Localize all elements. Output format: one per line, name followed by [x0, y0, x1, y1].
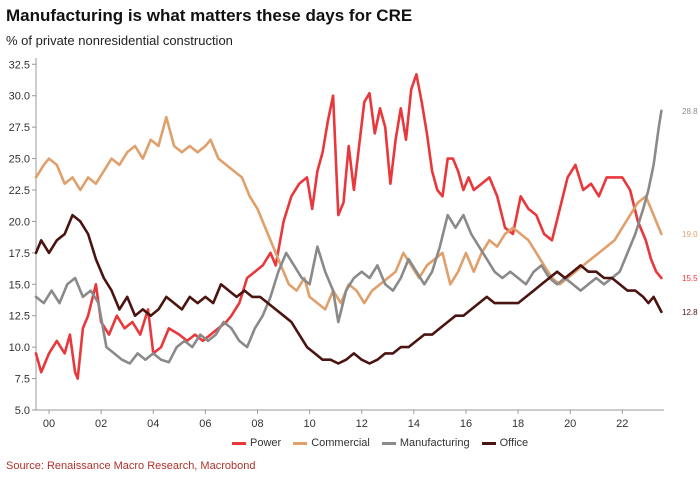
end-label-commercial: 19.0: [682, 230, 698, 239]
y-tick-label: 22.5: [9, 185, 30, 197]
y-tick-label: 27.5: [9, 122, 30, 134]
series-line-power: [34, 73, 663, 380]
x-tick-label: 02: [95, 418, 107, 430]
y-tick-label: 12.5: [9, 311, 30, 323]
end-label-manufacturing: 28.8: [682, 107, 698, 116]
legend-swatch-power: [232, 441, 246, 445]
series-line-manufacturing: [34, 109, 663, 365]
legend-swatch-manufacturing: [381, 441, 396, 445]
x-tick-label: 20: [564, 418, 576, 430]
end-label-power: 15.5: [682, 274, 698, 283]
y-tick-label: 7.5: [15, 374, 30, 386]
x-tick-label: 16: [460, 418, 472, 430]
y-tick-label: 5.0: [15, 405, 30, 417]
y-tick-label: 10.0: [9, 342, 30, 354]
x-tick-label: 00: [43, 418, 55, 430]
legend-swatch-office: [481, 441, 496, 445]
end-label-office: 12.8: [682, 308, 698, 317]
x-tick-label: 22: [616, 418, 628, 430]
legend-label-commercial: Commercial: [311, 437, 370, 449]
x-tick-label: 08: [251, 418, 263, 430]
x-tick-label: 12: [356, 418, 368, 430]
chart-title: Manufacturing is what matters these days…: [6, 6, 413, 25]
y-tick-label: 25.0: [9, 154, 30, 166]
y-tick-label: 32.5: [9, 59, 30, 71]
legend-label-office: Office: [499, 437, 529, 449]
y-tick-label: 20.0: [9, 216, 30, 228]
x-tick-label: 06: [199, 418, 211, 430]
x-tick-label: 10: [303, 418, 315, 430]
legend-label-manufacturing: Manufacturing: [399, 437, 470, 449]
legend-item-office: Office: [481, 437, 529, 449]
legend-swatch-commercial: [293, 441, 308, 445]
chart-subtitle: % of private nonresidential construction: [6, 33, 233, 48]
legend-item-manufacturing: Manufacturing: [381, 437, 470, 449]
x-tick-label: 18: [512, 418, 524, 430]
x-tick-label: 14: [408, 418, 420, 430]
legend-label-power: Power: [250, 437, 282, 449]
legend-item-commercial: Commercial: [293, 437, 370, 449]
source-note: Source: Renaissance Macro Research, Macr…: [6, 460, 256, 472]
x-tick-label: 04: [147, 418, 159, 430]
series-line-office: [34, 213, 663, 365]
y-tick-label: 17.5: [9, 248, 30, 260]
legend-item-power: Power: [232, 437, 281, 449]
y-tick-label: 15.0: [9, 279, 30, 291]
chart-legend: Power Commercial Manufacturing Office: [232, 437, 540, 449]
y-tick-label: 30.0: [9, 91, 30, 103]
